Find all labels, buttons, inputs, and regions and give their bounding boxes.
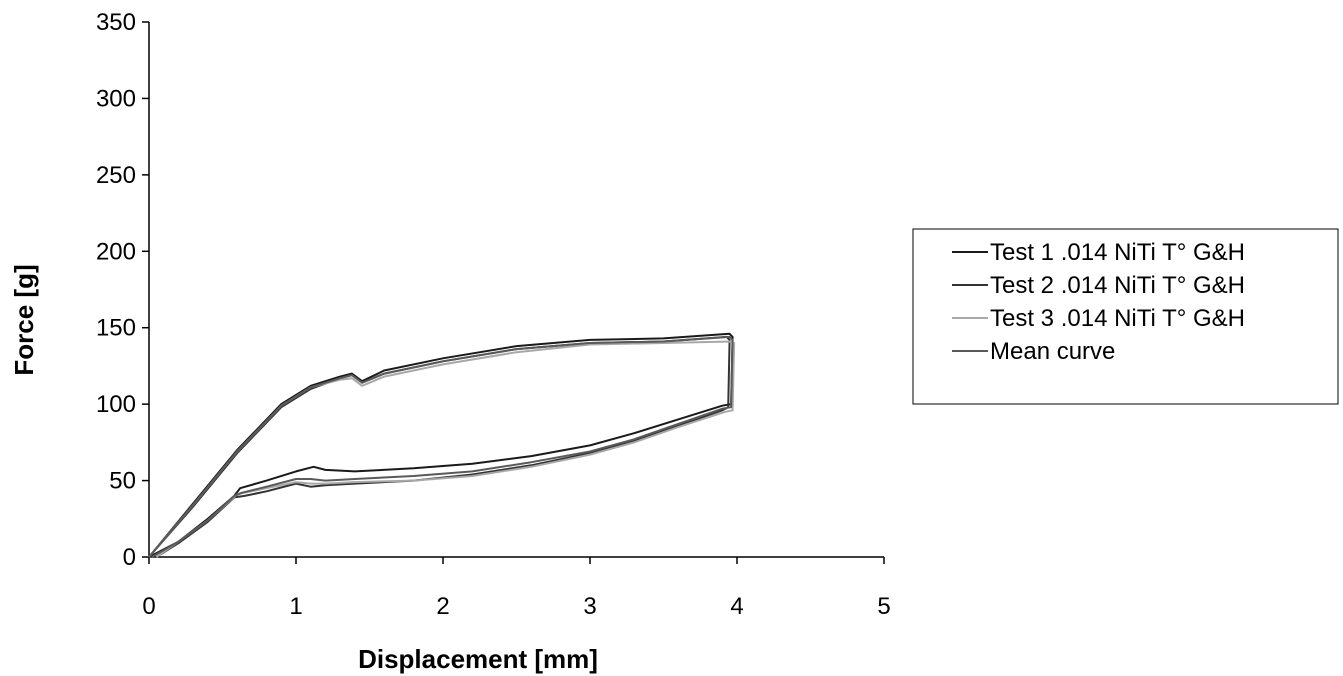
x-tick-label: 3	[583, 593, 596, 620]
x-tick-label: 5	[877, 593, 890, 620]
y-tick-label: 250	[96, 162, 136, 189]
x-ticks: 0 1 2 3 4 5	[142, 557, 891, 620]
legend-label-3: Test 3 .014 NiTi T° G&H	[990, 305, 1245, 332]
y-tick-label: 200	[96, 238, 136, 265]
x-tick-label: 4	[730, 593, 743, 620]
axes: 0 50 100 150 200 250 300 350 0 1 2 3 4 5	[96, 9, 891, 620]
y-tick-label: 350	[96, 9, 136, 36]
y-tick-label: 50	[109, 468, 136, 495]
series-line-2	[148, 335, 731, 558]
y-tick-label: 300	[96, 85, 136, 112]
y-tick-label: 100	[96, 391, 136, 418]
series-line-1	[148, 332, 734, 558]
y-ticks: 0 50 100 150 200 250 300 350	[96, 9, 149, 571]
legend-box	[912, 228, 1339, 405]
y-tick-label: 0	[123, 544, 136, 571]
legend-label-4: Mean curve	[990, 338, 1115, 365]
legend-label-2: Test 2 .014 NiTi T° G&H	[990, 272, 1245, 299]
legend-label-1: Test 1 .014 NiTi T° G&H	[990, 239, 1245, 266]
y-axis-title: Force [g]	[9, 264, 39, 375]
y-tick-label: 150	[96, 315, 136, 342]
x-tick-label: 1	[289, 593, 302, 620]
legend-items: Test 1 .014 NiTi T° G&H Test 2 .014 NiTi …	[952, 239, 1245, 365]
plot-series	[148, 332, 736, 558]
x-axis-title: Displacement [mm]	[358, 644, 598, 674]
legend: Test 1 .014 NiTi T° G&H Test 2 .014 NiTi …	[912, 228, 1339, 405]
x-tick-label: 0	[142, 593, 155, 620]
series-line-3	[148, 340, 736, 558]
x-tick-label: 2	[436, 593, 449, 620]
series-line-4	[148, 335, 734, 558]
